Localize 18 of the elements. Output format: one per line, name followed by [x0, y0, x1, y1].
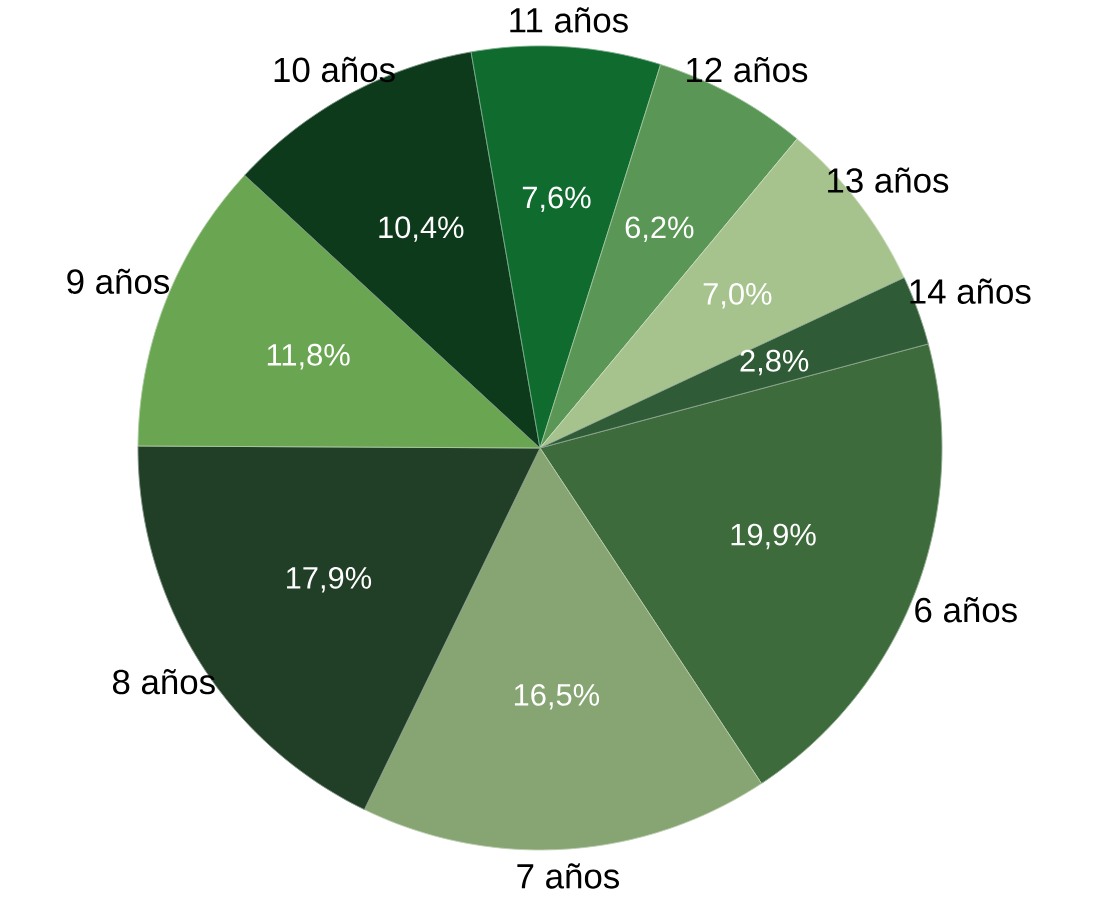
data-label: 19,9%	[731, 523, 816, 550]
data-label: 2,8%	[740, 349, 809, 376]
data-label: 7,0%	[703, 282, 772, 309]
slice-label: 13 años	[828, 167, 949, 193]
data-label: 17,9%	[286, 566, 372, 593]
slice-label: 8 años	[112, 668, 215, 695]
slice-label: 11 años	[510, 7, 628, 33]
data-label: 16,5%	[514, 683, 600, 710]
data-label: 10,4%	[379, 216, 464, 242]
data-label: 7,6%	[522, 186, 591, 213]
slice-label: 10 años	[274, 56, 395, 83]
slice-label: 7 años	[517, 863, 619, 889]
slice-label: 9 años	[67, 268, 170, 295]
slice-label: 12 años	[687, 56, 808, 83]
slice-label: 6 años	[915, 597, 1017, 623]
slice-label: 14 años	[910, 278, 1031, 304]
data-label: 11,8%	[267, 343, 350, 370]
data-label: 6,2%	[625, 216, 694, 242]
